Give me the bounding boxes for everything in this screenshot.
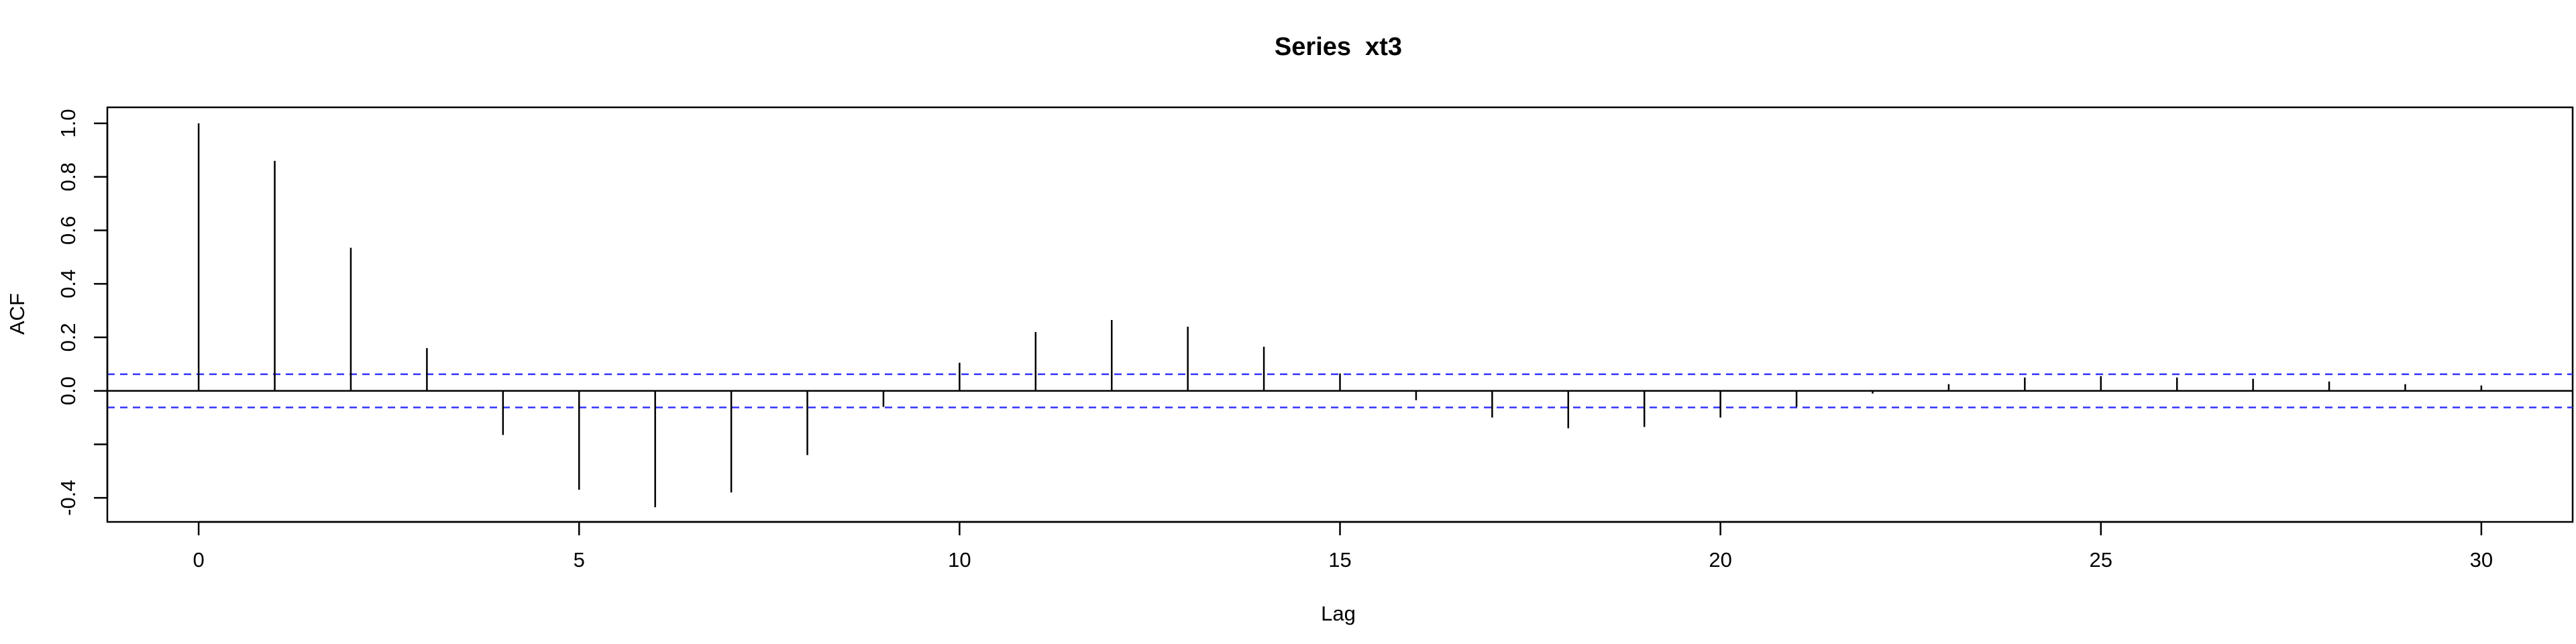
y-tick-label: -0.4 [56, 480, 80, 515]
y-tick-label: 0.4 [56, 270, 80, 299]
plot-frame [106, 106, 2574, 523]
y-tick-label: 0.8 [56, 162, 80, 191]
y-tick-label: 0.2 [56, 323, 80, 352]
x-tick-label: 15 [1328, 548, 1351, 572]
x-tick-label: 20 [1709, 548, 1731, 572]
x-tick-label: 5 [574, 548, 585, 572]
x-axis-label: Lag [1321, 602, 1356, 625]
x-tick-label: 25 [2090, 548, 2112, 572]
chart-title: Series xt3 [1275, 33, 1402, 61]
y-tick-label: 1.0 [56, 109, 80, 138]
x-tick-label: 10 [948, 548, 971, 572]
plot-area: 0 5 10 15 20 25 30 -0.4 0.0 0.2 0.4 0.6 0.8 1.0 [56, 106, 2574, 572]
x-tick-label: 0 [193, 548, 204, 572]
y-tick-label: 0.0 [56, 376, 80, 405]
x-tick-label: 30 [2470, 548, 2493, 572]
y-axis-label: ACF [5, 293, 29, 335]
y-tick-label: 0.6 [56, 216, 80, 245]
